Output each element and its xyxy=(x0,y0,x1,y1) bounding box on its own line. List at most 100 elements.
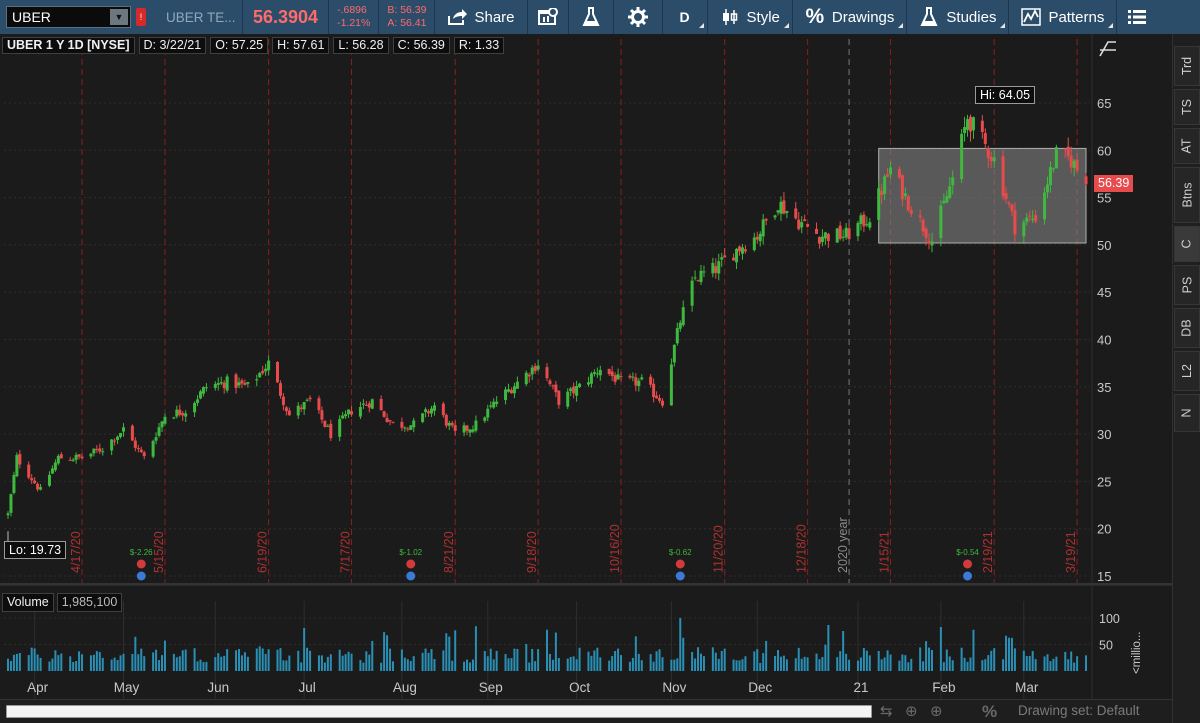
volume-bar xyxy=(131,653,134,671)
tab-btns[interactable]: Btns xyxy=(1174,167,1200,223)
candle-body xyxy=(992,157,996,162)
volume-bar xyxy=(928,647,931,671)
volume-bar xyxy=(297,650,300,671)
candle-body xyxy=(764,218,768,221)
volume-bar xyxy=(990,650,993,671)
style-dropdown[interactable]: Style xyxy=(708,0,792,34)
volume-bar xyxy=(492,659,495,671)
divider xyxy=(1008,0,1010,34)
zoom-icon[interactable]: ⊕ xyxy=(930,703,943,720)
earnings-icon xyxy=(136,559,146,569)
scroll-arrows-icon[interactable]: ⇆ xyxy=(880,703,893,720)
tab-n[interactable]: N xyxy=(1174,394,1200,432)
candle-body xyxy=(1046,184,1049,193)
tab-label: Trd xyxy=(1179,56,1194,76)
volume-bar xyxy=(323,662,326,671)
volume-bar xyxy=(557,658,560,671)
volume-bar xyxy=(1002,659,1005,671)
flask-button[interactable] xyxy=(569,0,613,34)
tab-db[interactable]: DB xyxy=(1174,308,1200,348)
alert-flag-icon[interactable]: ! xyxy=(136,8,146,26)
chart-area[interactable]: 65 60 55 50 45 40 35 30 25 20 15 4/17/20 5/15/20 6/19… xyxy=(0,34,1172,722)
patterns-icon xyxy=(1021,7,1042,27)
month-label: Jun xyxy=(207,680,229,695)
chart-open: O: 57.25 xyxy=(210,37,269,54)
candle-body xyxy=(1025,217,1029,222)
studies-dropdown[interactable]: Studies xyxy=(907,0,1008,34)
expiration-date-label: 10/16/20 xyxy=(608,524,622,573)
candle-body xyxy=(350,411,354,415)
percent-icon[interactable]: % xyxy=(982,702,998,721)
expiration-date-label: 9/18/20 xyxy=(525,531,539,573)
volume-bar xyxy=(652,661,655,671)
candlestick-icon xyxy=(720,7,740,27)
candle-body xyxy=(696,280,700,282)
candle-body xyxy=(326,425,330,427)
candle-body xyxy=(776,210,780,213)
horizontal-scrollbar[interactable] xyxy=(6,705,872,718)
candle-body xyxy=(27,464,31,478)
share-button[interactable]: Share xyxy=(435,0,526,34)
volume-bar xyxy=(614,650,617,671)
volume-bar xyxy=(15,653,18,671)
candle-body xyxy=(234,374,238,388)
crosshair-icon[interactable]: ⊕ xyxy=(905,703,918,720)
candle-body xyxy=(598,369,602,376)
chevron-down-icon[interactable]: ▼ xyxy=(110,9,128,25)
candle-body xyxy=(740,247,744,254)
volume-bar xyxy=(421,652,424,671)
candle-body xyxy=(160,421,164,428)
volume-bar xyxy=(578,647,581,671)
candle-body xyxy=(142,452,146,457)
volume-bar xyxy=(919,647,922,671)
volume-bar xyxy=(338,649,341,671)
volume-bar xyxy=(288,655,291,671)
volume-bar xyxy=(205,661,208,671)
candle-body xyxy=(89,453,93,457)
volume-bar xyxy=(152,652,155,671)
candle-body xyxy=(430,408,433,414)
candle-body xyxy=(447,422,451,426)
tab-trd[interactable]: Trd xyxy=(1174,46,1200,86)
candle-body xyxy=(222,382,226,389)
month-label: Dec xyxy=(748,680,772,695)
tab-c[interactable]: C xyxy=(1174,226,1200,262)
volume-bar xyxy=(661,657,664,671)
volume-bar xyxy=(738,660,741,671)
patterns-dropdown[interactable]: Patterns xyxy=(1009,0,1116,34)
volume-bar xyxy=(554,632,557,671)
tab-l2[interactable]: L2 xyxy=(1174,351,1200,391)
menu-button[interactable] xyxy=(1117,0,1157,34)
interval-dropdown[interactable]: D xyxy=(663,0,707,34)
candle-body xyxy=(18,453,22,465)
volume-bar xyxy=(898,660,901,671)
candle-body xyxy=(743,249,747,252)
volume-bar xyxy=(448,636,451,671)
settings-button[interactable] xyxy=(614,0,662,34)
chart-canvas[interactable]: 65 60 55 50 45 40 35 30 25 20 15 4/17/20 5/15/20 6/19… xyxy=(0,34,1172,722)
volume-bar xyxy=(442,650,445,671)
drawings-dropdown[interactable]: % Drawings xyxy=(793,0,907,34)
candle-body xyxy=(184,413,188,417)
patterns-label: Patterns xyxy=(1048,8,1105,26)
drawing-set-label[interactable]: Drawing set: Default xyxy=(1018,703,1140,718)
candle-body xyxy=(1043,192,1047,220)
candle-body xyxy=(68,459,72,461)
volume-bar xyxy=(504,654,507,671)
tab-ps[interactable]: PS xyxy=(1174,265,1200,305)
volume-bar xyxy=(925,641,928,671)
last-price-tag: 56.39 xyxy=(1094,175,1134,192)
candle-body xyxy=(963,127,967,134)
last-price: 56.3904 xyxy=(253,6,319,27)
candle-body xyxy=(512,386,516,394)
volume-bar xyxy=(30,647,33,671)
volume-bar xyxy=(824,644,827,671)
candle-body xyxy=(122,427,125,432)
volume-bar xyxy=(880,659,883,671)
chart-settings-button[interactable] xyxy=(528,0,568,34)
symbol-selector[interactable]: UBER ▼ xyxy=(6,6,131,28)
candle-body xyxy=(178,409,182,415)
candle-body xyxy=(838,225,842,239)
tab-at[interactable]: AT xyxy=(1174,128,1200,164)
tab-ts[interactable]: TS xyxy=(1174,89,1200,125)
